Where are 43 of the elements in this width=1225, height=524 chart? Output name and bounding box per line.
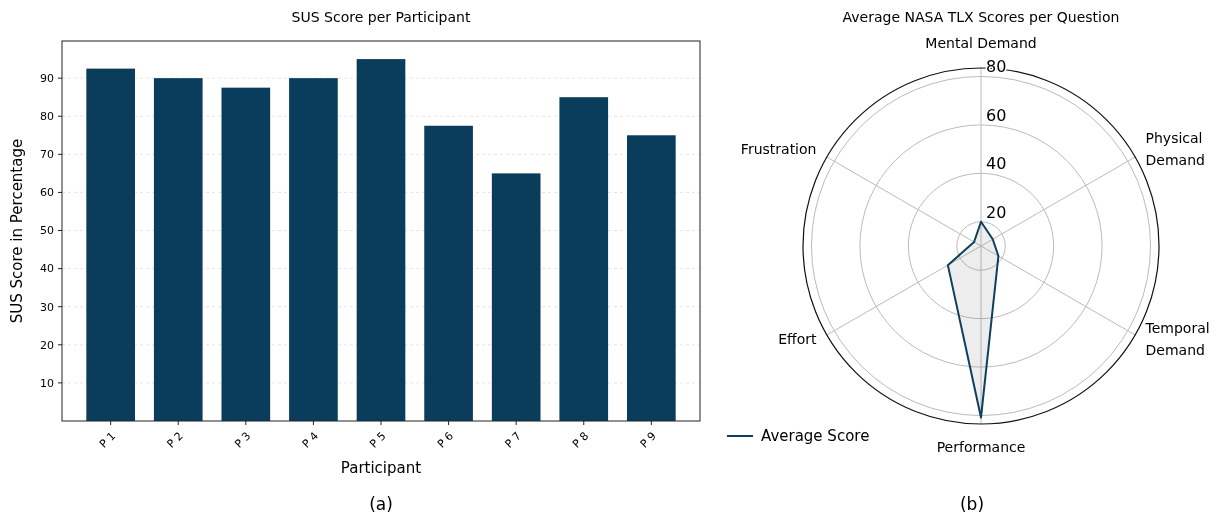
bar [491, 173, 541, 421]
text: (b) [959, 494, 985, 514]
chart-title: Average NASA TLX Scores per Question [842, 9, 1120, 25]
legend-label: Average Score [761, 427, 870, 446]
bar [153, 78, 203, 421]
bar [86, 68, 135, 421]
y-axis-title: SUS Score in Percentage [8, 138, 26, 324]
x-tick-label: P 3 [232, 429, 254, 451]
spoke-label: Frustration [740, 141, 817, 157]
y-tick-label: 40 [40, 262, 54, 276]
bar [627, 135, 676, 421]
y-tick-label: 30 [40, 300, 54, 314]
y-tick-label: 40 [986, 154, 1007, 174]
spoke-label: Performance [936, 439, 1026, 455]
x-tick-label: P 9 [637, 429, 659, 451]
text: (a) [369, 494, 393, 514]
y-tick-label: 80 [40, 110, 54, 124]
x-tick-label: P 1 [96, 429, 119, 451]
x-tick-label: P 5 [367, 429, 389, 451]
x-tick-label: P 2 [164, 429, 186, 451]
x-tick-label: P 4 [299, 429, 321, 451]
spoke-label: Physical Demand [1145, 130, 1205, 168]
bar [221, 87, 271, 421]
chart-title: SUS Score per Participant [291, 9, 471, 25]
x-axis-title: Participant [340, 459, 422, 477]
y-tick-label: 90 [40, 71, 54, 85]
y-tick-label: 60 [986, 105, 1007, 125]
bar [356, 59, 406, 421]
spoke-label: Mental Demand [925, 35, 1037, 51]
bar [559, 97, 609, 421]
spoke-label: Effort [778, 331, 817, 347]
y-tick-label: 20 [40, 338, 54, 352]
y-tick-label: 10 [40, 376, 54, 390]
bar [289, 78, 338, 421]
y-tick-label: 70 [40, 148, 54, 162]
y-tick-label: 20 [986, 202, 1007, 222]
y-tick-label: 50 [40, 224, 54, 238]
spoke-label: Temporal Demand [1144, 320, 1210, 358]
y-tick-label: 60 [40, 186, 54, 200]
bar [424, 125, 473, 421]
x-tick-label: P 6 [434, 429, 457, 451]
x-tick-label: P 8 [570, 429, 592, 451]
x-tick-label: P 7 [502, 429, 524, 451]
